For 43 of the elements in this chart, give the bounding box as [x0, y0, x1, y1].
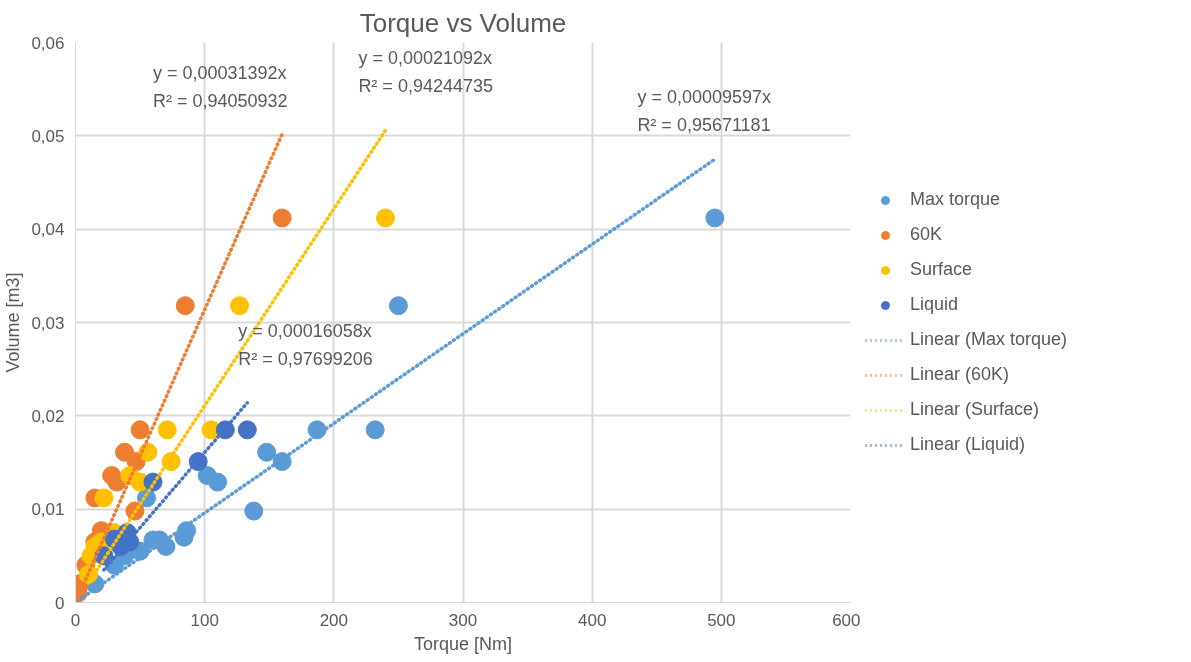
point	[175, 296, 195, 316]
x-tick-label: 500	[707, 610, 736, 630]
x-tick-label: 100	[190, 610, 219, 630]
point	[244, 501, 264, 521]
x-tick-label: 600	[832, 610, 861, 630]
point	[230, 296, 250, 316]
point	[272, 208, 292, 228]
point	[237, 420, 257, 440]
legend-label: Liquid	[910, 294, 959, 315]
x-axis-title: Torque [Nm]	[413, 633, 513, 654]
legend-label: Linear (Max torque)	[910, 329, 1068, 350]
y-tick-label: 0,03	[31, 313, 65, 333]
legend-label: Linear (60K)	[910, 364, 1010, 385]
point	[388, 296, 408, 316]
annotation: y = 0,00021092x R² = 0,94244735	[358, 48, 493, 97]
y-tick-label: 0,06	[31, 33, 65, 53]
point	[376, 208, 395, 228]
y-tick-label: 0,04	[31, 220, 65, 240]
y-axis-title: Volume [m3]	[3, 272, 24, 373]
point	[157, 420, 177, 440]
y-tick-label: 0,05	[31, 126, 65, 146]
annotation: y = 0,00031392x R² = 0,94050932	[153, 63, 288, 112]
y-tick-label: 0,02	[31, 406, 65, 426]
legend-label: Linear (Liquid)	[910, 434, 1026, 455]
annotation: y = 0,00016058x R² = 0,97699206	[238, 320, 373, 369]
point	[257, 442, 277, 462]
x-tick-label: 400	[577, 610, 607, 630]
y-tick-label: 0,01	[31, 500, 65, 520]
point	[130, 420, 150, 440]
chart-title: Torque vs Volume	[359, 7, 567, 38]
point	[197, 466, 217, 486]
point	[94, 488, 114, 508]
point	[365, 420, 385, 440]
x-tick-label: 200	[319, 610, 349, 630]
x-tick-label: 300	[448, 610, 478, 630]
legend-label: 60K	[910, 224, 943, 245]
legend-label: Max torque	[910, 189, 1001, 210]
point	[705, 208, 725, 228]
legend-label: Surface	[910, 259, 973, 280]
y-tick-label: 0	[55, 593, 65, 613]
legend-label: Linear (Surface)	[910, 399, 1040, 420]
x-tick-label: 0	[70, 610, 81, 630]
annotation: y = 0,00009597x R² = 0,95671181	[637, 87, 771, 136]
